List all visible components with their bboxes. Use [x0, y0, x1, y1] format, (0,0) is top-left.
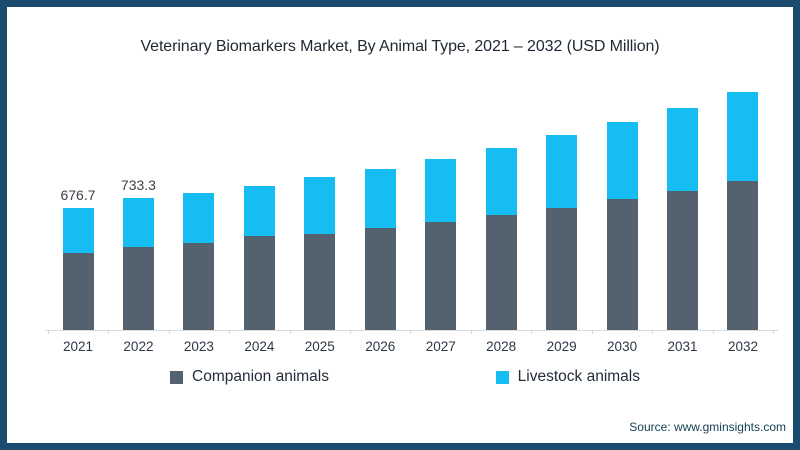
bar-segment-livestock-2028 [485, 148, 517, 215]
bar-2024 [243, 185, 275, 330]
bar-segment-livestock-2029 [546, 134, 578, 208]
x-axis-tick [350, 330, 352, 334]
bar-segment-livestock-2030 [606, 122, 638, 200]
bar-2030 [606, 122, 638, 330]
x-axis-tick [229, 330, 231, 334]
x-axis-label-2024: 2024 [244, 339, 275, 354]
x-axis-tick [652, 330, 654, 334]
bar-2025 [304, 177, 336, 330]
legend: Companion animals Livestock animals [170, 366, 640, 388]
bar-segment-companion-2025 [304, 233, 336, 330]
legend-swatch-icon [495, 370, 509, 384]
bar-segment-companion-2031 [667, 190, 699, 330]
x-axis-label-2032: 2032 [727, 339, 758, 354]
x-axis-tick [470, 330, 472, 334]
x-axis-label-2021: 2021 [62, 339, 94, 354]
bar-segment-livestock-2025 [304, 177, 336, 234]
bar-segment-livestock-2021 [62, 208, 94, 253]
bar-segment-livestock-2022 [122, 198, 154, 248]
x-axis-label-2030: 2030 [607, 339, 638, 354]
bar-segment-livestock-2031 [667, 107, 699, 191]
bar-2021 [62, 208, 94, 330]
chart-title: Veterinary Biomarkers Market, By Animal … [140, 38, 660, 55]
bar-2022 [122, 198, 154, 330]
x-axis-label-2023: 2023 [183, 339, 214, 354]
bar-segment-livestock-2024 [243, 185, 275, 237]
bar-segment-companion-2026 [364, 227, 396, 330]
x-axis-label-2028: 2028 [486, 339, 517, 354]
x-axis-label-2026: 2026 [365, 339, 396, 354]
legend-label: Companion animals [192, 368, 329, 385]
x-axis-tick [410, 330, 412, 334]
x-axis-line [45, 330, 778, 331]
bar-segment-companion-2027 [425, 222, 457, 330]
bar-segment-livestock-2023 [183, 193, 215, 244]
bar-segment-companion-2021 [62, 252, 94, 330]
x-axis-tick [168, 330, 170, 334]
bar-2028 [485, 148, 517, 330]
bar-segment-companion-2024 [243, 236, 275, 330]
x-axis-tick [773, 330, 775, 334]
bar-segment-companion-2030 [606, 199, 638, 330]
bar-segment-companion-2029 [546, 207, 578, 330]
bar-segment-livestock-2026 [364, 168, 396, 228]
x-axis-tick [108, 330, 110, 334]
x-axis-label-2031: 2031 [667, 339, 698, 354]
bar-segment-companion-2023 [183, 243, 215, 330]
x-axis-label-2022: 2022 [123, 339, 154, 354]
bar-segment-livestock-2032 [727, 92, 759, 181]
bar-segment-companion-2022 [122, 247, 154, 330]
x-axis-tick [712, 330, 714, 334]
bar-segment-livestock-2027 [425, 159, 457, 222]
x-axis-tick [289, 330, 291, 334]
legend-item-livestock-animals: Livestock animals [495, 368, 640, 386]
bar-segment-companion-2032 [727, 180, 759, 330]
bar-2023 [183, 193, 215, 330]
legend-swatch-icon [170, 370, 183, 384]
bar-2027 [425, 159, 457, 330]
bar-total-label-2022: 733.3 [120, 177, 156, 193]
bar-segment-companion-2028 [485, 214, 517, 330]
bar-2029 [546, 134, 578, 330]
x-axis-label-2029: 2029 [546, 339, 577, 354]
x-axis-tick [47, 330, 49, 334]
bar-2026 [364, 168, 396, 330]
x-axis-tick [591, 330, 593, 334]
source-attribution: Source: www.gminsights.com [629, 420, 786, 434]
x-axis-label-2025: 2025 [304, 339, 335, 354]
legend-item-companion-animals: Companion animals [170, 368, 329, 386]
legend-label: Livestock animals [517, 368, 640, 385]
bar-2032 [727, 92, 759, 330]
bar-2031 [667, 107, 699, 330]
x-axis-tick [531, 330, 533, 334]
bar-total-label-2021: 676.7 [60, 187, 96, 204]
x-axis-label-2027: 2027 [425, 339, 456, 354]
